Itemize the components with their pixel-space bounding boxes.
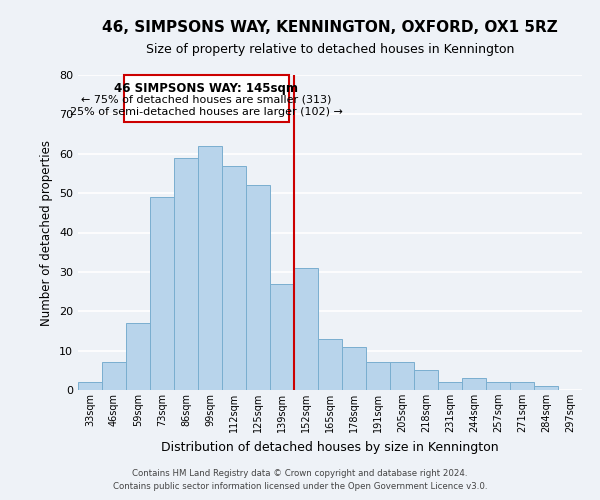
Bar: [462, 378, 486, 390]
Bar: [486, 382, 510, 390]
Bar: [390, 362, 414, 390]
Bar: [414, 370, 438, 390]
Bar: [534, 386, 558, 390]
Bar: [510, 382, 534, 390]
Bar: [270, 284, 294, 390]
Text: Contains public sector information licensed under the Open Government Licence v3: Contains public sector information licen…: [113, 482, 487, 491]
Bar: [174, 158, 198, 390]
Bar: [246, 185, 270, 390]
Text: 46, SIMPSONS WAY, KENNINGTON, OXFORD, OX1 5RZ: 46, SIMPSONS WAY, KENNINGTON, OXFORD, OX…: [102, 20, 558, 35]
Text: ← 75% of detached houses are smaller (313): ← 75% of detached houses are smaller (31…: [81, 94, 332, 104]
Bar: [78, 382, 102, 390]
Text: Contains HM Land Registry data © Crown copyright and database right 2024.: Contains HM Land Registry data © Crown c…: [132, 468, 468, 477]
Bar: [342, 346, 366, 390]
X-axis label: Distribution of detached houses by size in Kennington: Distribution of detached houses by size …: [161, 440, 499, 454]
Bar: [438, 382, 462, 390]
Bar: [318, 339, 342, 390]
Bar: [198, 146, 222, 390]
Bar: [150, 197, 174, 390]
Bar: [126, 323, 150, 390]
Text: 46 SIMPSONS WAY: 145sqm: 46 SIMPSONS WAY: 145sqm: [115, 82, 298, 95]
Bar: [366, 362, 390, 390]
Bar: [294, 268, 318, 390]
Bar: [222, 166, 246, 390]
Bar: [102, 362, 126, 390]
Text: Size of property relative to detached houses in Kennington: Size of property relative to detached ho…: [146, 42, 514, 56]
Text: 25% of semi-detached houses are larger (102) →: 25% of semi-detached houses are larger (…: [70, 108, 343, 118]
FancyBboxPatch shape: [124, 75, 289, 122]
Y-axis label: Number of detached properties: Number of detached properties: [40, 140, 53, 326]
